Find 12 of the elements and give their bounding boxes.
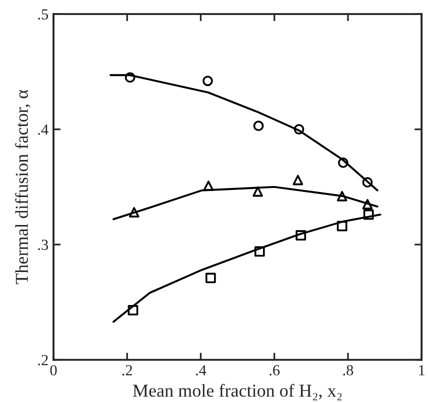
y-tick-label: .2 bbox=[38, 354, 48, 366]
x-tick-label: .4 bbox=[196, 365, 206, 376]
x-tick-label: 0 bbox=[50, 365, 57, 376]
x-tick-label: .8 bbox=[343, 365, 354, 376]
x-tick-label: .2 bbox=[122, 365, 132, 376]
y-tick-label: .4 bbox=[38, 124, 48, 135]
y-tick-label: .3 bbox=[38, 240, 48, 250]
x-tick-label: .6 bbox=[270, 365, 280, 376]
y-axis-title: Thermal diffusion factor, α bbox=[15, 90, 31, 284]
x-tick-label: 1 bbox=[419, 365, 424, 376]
y-tick-label: .5 bbox=[38, 9, 48, 20]
x-axis-title: Mean mole fraction of H₂, x₂ bbox=[132, 384, 342, 400]
